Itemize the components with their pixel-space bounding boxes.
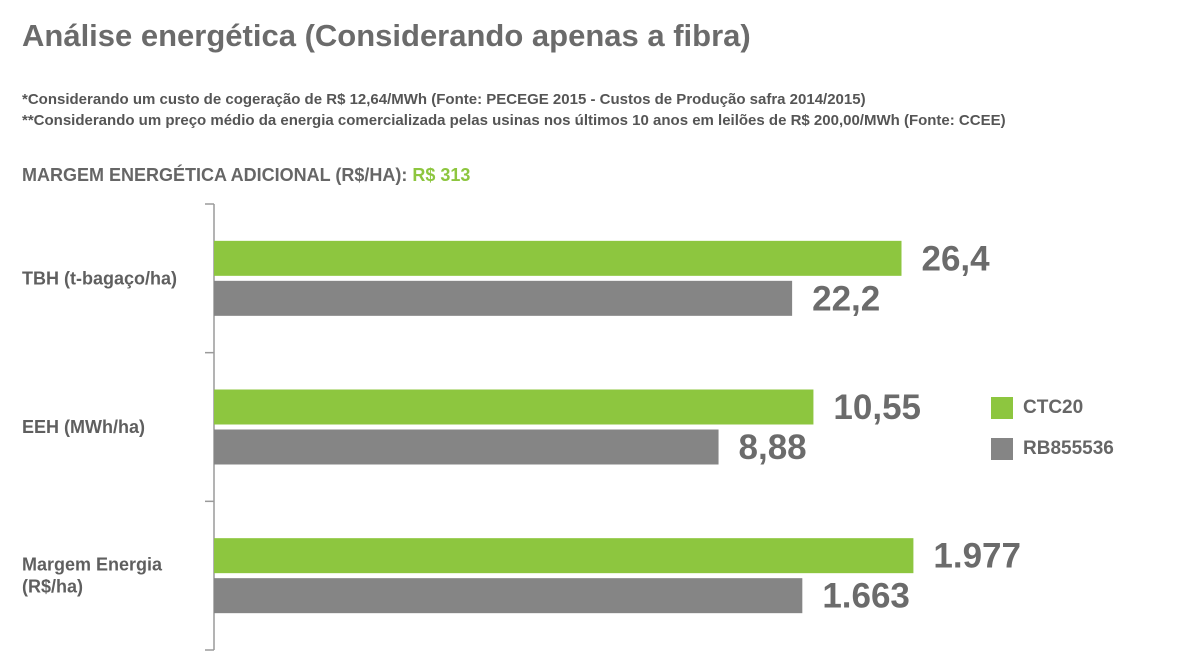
chart-legend: CTC20 RB855536	[991, 397, 1114, 479]
bar-ctc20	[214, 389, 814, 425]
additional-margin-value: R$ 313	[412, 165, 471, 185]
additional-margin-label: MARGEM ENERGÉTICA ADICIONAL (R$/HA):	[22, 165, 408, 185]
legend-label-ctc20: CTC20	[1023, 397, 1084, 418]
category-label: EEH (MWh/ha)	[22, 417, 145, 437]
bar-rb855536	[214, 280, 793, 316]
legend-swatch-ctc20	[991, 397, 1013, 419]
data-label-rb855536: 1.663	[822, 577, 910, 616]
additional-margin: MARGEM ENERGÉTICA ADICIONAL (R$/HA): R$ …	[22, 165, 470, 186]
legend-item-ctc20: CTC20	[991, 397, 1114, 419]
bar-ctc20	[214, 240, 902, 276]
bar-ctc20	[214, 538, 914, 574]
category-label: TBH (t-bagaço/ha)	[22, 268, 177, 288]
legend-item-rb855536: RB855536	[991, 438, 1114, 460]
data-label-ctc20: 10,55	[833, 388, 921, 427]
data-label-ctc20: 1.977	[933, 537, 1021, 576]
bar-chart: TBH (t-bagaço/ha) 26,4 22,2 EEH (MWh/ha) 10,…	[22, 203, 1021, 651]
legend-label-rb855536: RB855536	[1023, 438, 1114, 459]
footnote-energy-price: **Considerando um preço médio da energia…	[22, 112, 1006, 129]
bar-rb855536	[214, 429, 719, 465]
chart-title: Análise energética (Considerando apenas …	[22, 18, 751, 53]
bar-rb855536	[214, 578, 803, 614]
data-label-rb855536: 8,88	[739, 428, 807, 467]
footnote-cogeneration-cost: *Considerando um custo de cogeração de R…	[22, 91, 866, 108]
legend-swatch-rb855536	[991, 438, 1013, 460]
data-label-ctc20: 26,4	[922, 239, 991, 278]
data-label-rb855536: 22,2	[812, 279, 880, 318]
category-label: Margem Energia (R$/ha)	[22, 555, 163, 597]
